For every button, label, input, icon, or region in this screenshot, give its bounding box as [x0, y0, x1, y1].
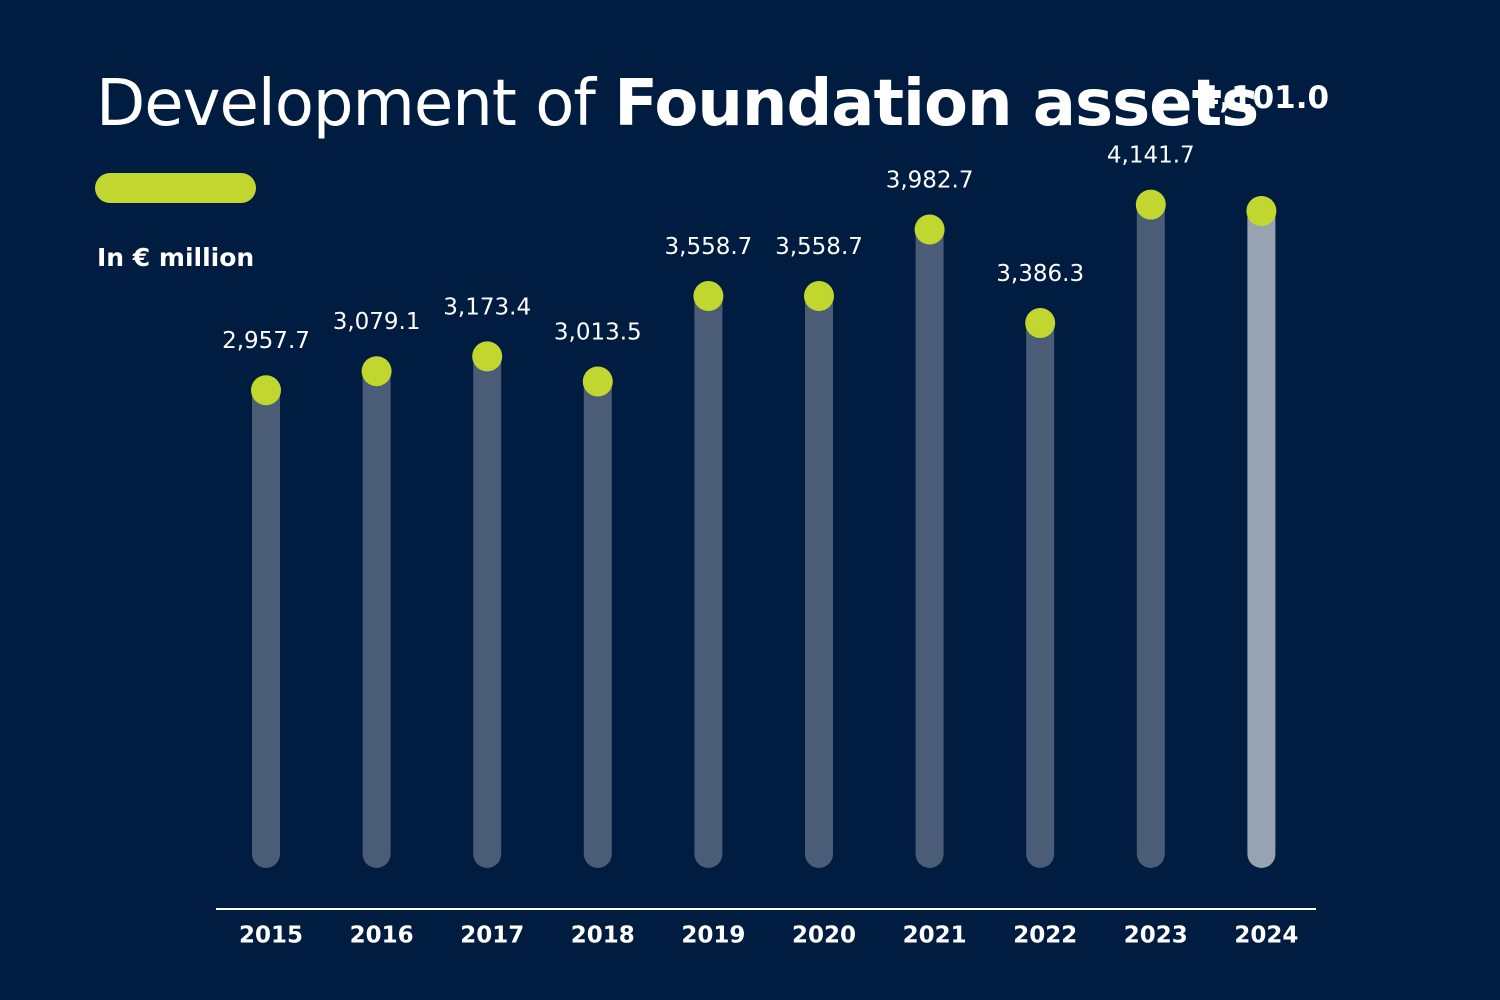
year-label-2024: 2024	[1234, 923, 1298, 949]
value-label-2021: 3,982.7	[886, 168, 974, 194]
accent-pill	[95, 173, 256, 203]
dot-2015	[251, 375, 281, 406]
chart-title: Development of Foundation assets	[96, 66, 1259, 142]
year-label-2017: 2017	[460, 923, 524, 949]
year-label-2021: 2021	[903, 923, 967, 949]
year-label-2016: 2016	[350, 923, 414, 949]
value-label-2022: 3,386.3	[996, 261, 1084, 287]
value-label-2023: 4,141.7	[1107, 143, 1195, 169]
dot-2023	[1135, 189, 1166, 220]
year-label-2022: 2022	[1013, 923, 1077, 949]
value-label-2020: 3,558.7	[775, 234, 863, 260]
value-label-2024: 4,101.0	[1198, 80, 1329, 116]
value-label-2016: 3,079.1	[333, 309, 421, 335]
value-label-2015: 2,957.7	[222, 328, 310, 354]
dot-2020	[804, 280, 834, 311]
value-label-2017: 3,173.4	[443, 294, 531, 320]
title-regular: Development of	[96, 67, 615, 141]
year-label-2015: 2015	[239, 923, 303, 949]
value-label-2019: 3,558.7	[665, 234, 753, 260]
dot-2019	[693, 280, 724, 311]
value-label-2018: 3,013.5	[554, 319, 642, 345]
dot-2017	[472, 341, 503, 372]
dot-2021	[914, 214, 945, 245]
dot-2022	[1025, 308, 1056, 339]
year-label-2018: 2018	[571, 923, 635, 949]
unit-label: In € million	[97, 243, 255, 272]
year-label-2019: 2019	[681, 923, 745, 949]
dot-2018	[582, 366, 613, 397]
dot-2016	[361, 356, 392, 387]
year-label-2020: 2020	[792, 923, 856, 949]
year-label-2023: 2023	[1124, 923, 1188, 949]
title-bold: Foundation assets	[614, 67, 1259, 141]
dot-2024	[1246, 195, 1277, 226]
